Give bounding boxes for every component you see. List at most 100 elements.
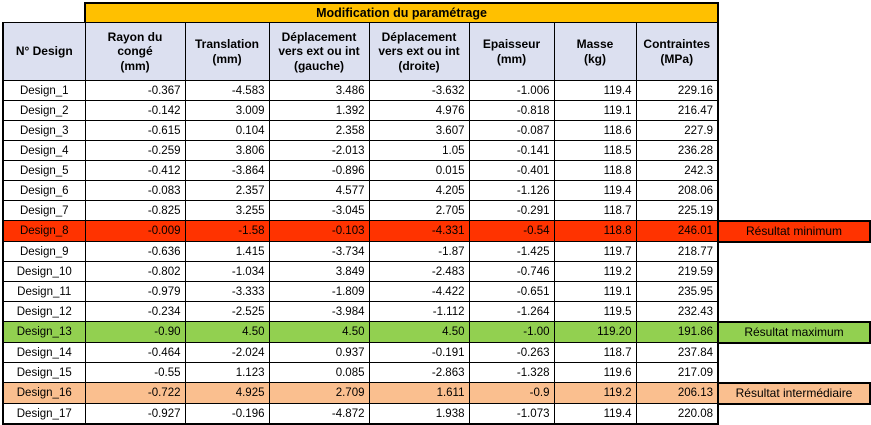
deplacement-gauche-cell[interactable]: 3.849: [268, 261, 370, 282]
deplacement-droite-cell[interactable]: 4.50: [368, 321, 470, 343]
contraintes-cell[interactable]: 219.59: [635, 261, 719, 282]
masse-cell[interactable]: 119.20: [553, 321, 637, 343]
deplacement-droite-cell[interactable]: 3.607: [368, 120, 470, 141]
masse-cell[interactable]: 118.6: [553, 120, 637, 141]
deplacement-droite-cell[interactable]: 1.611: [368, 382, 470, 404]
translation-cell[interactable]: 3.806: [184, 140, 270, 161]
column-header-0[interactable]: N° Design: [2, 22, 86, 81]
masse-cell[interactable]: 119.4: [553, 403, 637, 425]
epaisseur-cell[interactable]: -0.746: [468, 261, 555, 282]
masse-cell[interactable]: 119.7: [553, 241, 637, 262]
translation-cell[interactable]: -2.525: [184, 301, 270, 322]
masse-cell[interactable]: 119.2: [553, 261, 637, 282]
contraintes-cell[interactable]: 237.84: [635, 342, 719, 363]
rayon-conge-cell[interactable]: -0.009: [84, 220, 186, 242]
translation-cell[interactable]: 2.357: [184, 180, 270, 201]
rayon-conge-cell[interactable]: -0.615: [84, 120, 186, 141]
column-header-1[interactable]: Rayon du congé (mm): [84, 22, 186, 81]
design-label-cell[interactable]: Design_16: [2, 382, 86, 404]
contraintes-cell[interactable]: 235.95: [635, 281, 719, 302]
translation-cell[interactable]: 1.123: [184, 362, 270, 383]
rayon-conge-cell[interactable]: -0.90: [84, 321, 186, 343]
epaisseur-cell[interactable]: -1.425: [468, 241, 555, 262]
epaisseur-cell[interactable]: -1.006: [468, 80, 555, 101]
deplacement-droite-cell[interactable]: 1.938: [368, 403, 470, 425]
deplacement-droite-cell[interactable]: 4.205: [368, 180, 470, 201]
deplacement-droite-cell[interactable]: 0.015: [368, 160, 470, 181]
translation-cell[interactable]: -2.024: [184, 342, 270, 363]
design-label-cell[interactable]: Design_15: [2, 362, 86, 383]
design-label-cell[interactable]: Design_2: [2, 100, 86, 121]
contraintes-cell[interactable]: 206.13: [635, 382, 719, 404]
deplacement-droite-cell[interactable]: -4.331: [368, 220, 470, 242]
contraintes-cell[interactable]: 242.3: [635, 160, 719, 181]
masse-cell[interactable]: 118.8: [553, 220, 637, 242]
design-label-cell[interactable]: Design_10: [2, 261, 86, 282]
rayon-conge-cell[interactable]: -0.636: [84, 241, 186, 262]
rayon-conge-cell[interactable]: -0.142: [84, 100, 186, 121]
rayon-conge-cell[interactable]: -0.259: [84, 140, 186, 161]
design-label-cell[interactable]: Design_7: [2, 200, 86, 221]
translation-cell[interactable]: -0.196: [184, 403, 270, 425]
deplacement-gauche-cell[interactable]: 2.709: [268, 382, 370, 404]
contraintes-cell[interactable]: 218.77: [635, 241, 719, 262]
translation-cell[interactable]: 4.925: [184, 382, 270, 404]
rayon-conge-cell[interactable]: -0.464: [84, 342, 186, 363]
masse-cell[interactable]: 118.8: [553, 160, 637, 181]
column-header-5[interactable]: Epaisseur (mm): [468, 22, 555, 81]
masse-cell[interactable]: 119.1: [553, 281, 637, 302]
translation-cell[interactable]: -4.583: [184, 80, 270, 101]
deplacement-droite-cell[interactable]: -4.422: [368, 281, 470, 302]
contraintes-cell[interactable]: 217.09: [635, 362, 719, 383]
result-annotation-cell[interactable]: Résultat maximum: [717, 320, 871, 344]
design-label-cell[interactable]: Design_17: [2, 403, 86, 425]
epaisseur-cell[interactable]: -1.073: [468, 403, 555, 425]
contraintes-cell[interactable]: 227.9: [635, 120, 719, 141]
masse-cell[interactable]: 119.6: [553, 362, 637, 383]
epaisseur-cell[interactable]: -1.126: [468, 180, 555, 201]
masse-cell[interactable]: 118.7: [553, 200, 637, 221]
deplacement-droite-cell[interactable]: -0.191: [368, 342, 470, 363]
deplacement-gauche-cell[interactable]: -3.734: [268, 241, 370, 262]
rayon-conge-cell[interactable]: -0.927: [84, 403, 186, 425]
deplacement-gauche-cell[interactable]: 0.085: [268, 362, 370, 383]
epaisseur-cell[interactable]: -0.141: [468, 140, 555, 161]
design-label-cell[interactable]: Design_12: [2, 301, 86, 322]
epaisseur-cell[interactable]: -1.00: [468, 321, 555, 343]
contraintes-cell[interactable]: 229.16: [635, 80, 719, 101]
deplacement-gauche-cell[interactable]: -4.872: [268, 403, 370, 425]
epaisseur-cell[interactable]: -0.54: [468, 220, 555, 242]
contraintes-cell[interactable]: 208.06: [635, 180, 719, 201]
translation-cell[interactable]: 3.255: [184, 200, 270, 221]
contraintes-cell[interactable]: 236.28: [635, 140, 719, 161]
deplacement-gauche-cell[interactable]: 1.392: [268, 100, 370, 121]
rayon-conge-cell[interactable]: -0.412: [84, 160, 186, 181]
deplacement-droite-cell[interactable]: -1.87: [368, 241, 470, 262]
deplacement-gauche-cell[interactable]: -3.045: [268, 200, 370, 221]
deplacement-gauche-cell[interactable]: -1.809: [268, 281, 370, 302]
deplacement-droite-cell[interactable]: -3.632: [368, 80, 470, 101]
column-header-4[interactable]: Déplacement vers ext ou int (droite): [368, 22, 470, 81]
deplacement-gauche-cell[interactable]: -0.896: [268, 160, 370, 181]
masse-cell[interactable]: 119.5: [553, 301, 637, 322]
column-header-6[interactable]: Masse (kg): [553, 22, 637, 81]
masse-cell[interactable]: 119.4: [553, 180, 637, 201]
contraintes-cell[interactable]: 220.08: [635, 403, 719, 425]
contraintes-cell[interactable]: 216.47: [635, 100, 719, 121]
rayon-conge-cell[interactable]: -0.234: [84, 301, 186, 322]
deplacement-gauche-cell[interactable]: -2.013: [268, 140, 370, 161]
rayon-conge-cell[interactable]: -0.825: [84, 200, 186, 221]
epaisseur-cell[interactable]: -0.651: [468, 281, 555, 302]
deplacement-droite-cell[interactable]: 2.705: [368, 200, 470, 221]
result-annotation-cell[interactable]: Résultat minimum: [717, 219, 871, 243]
masse-cell[interactable]: 119.4: [553, 80, 637, 101]
masse-cell[interactable]: 118.7: [553, 342, 637, 363]
rayon-conge-cell[interactable]: -0.802: [84, 261, 186, 282]
epaisseur-cell[interactable]: -0.401: [468, 160, 555, 181]
rayon-conge-cell[interactable]: -0.722: [84, 382, 186, 404]
column-header-2[interactable]: Translation (mm): [184, 22, 270, 81]
design-label-cell[interactable]: Design_3: [2, 120, 86, 141]
deplacement-droite-cell[interactable]: -2.483: [368, 261, 470, 282]
deplacement-droite-cell[interactable]: 4.976: [368, 100, 470, 121]
deplacement-gauche-cell[interactable]: 4.50: [268, 321, 370, 343]
